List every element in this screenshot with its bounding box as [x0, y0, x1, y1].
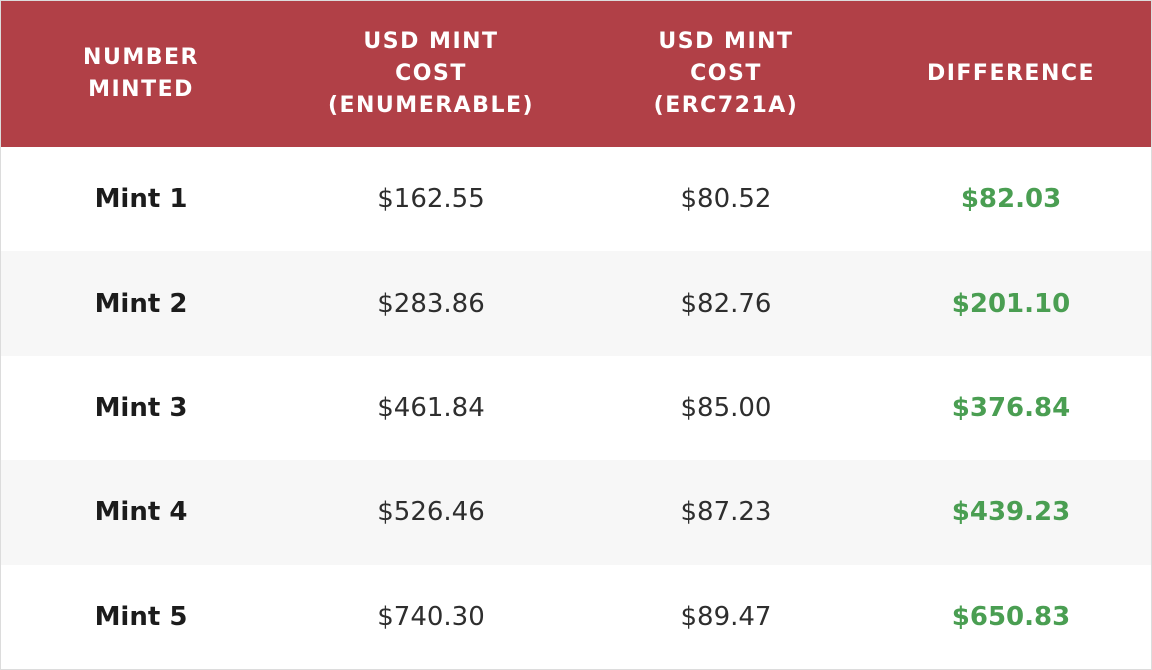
header-line: DIFFERENCE: [926, 61, 1096, 86]
header-line: COST: [690, 61, 762, 86]
row-label: Mint 1: [94, 184, 188, 215]
header-line: COST: [395, 61, 467, 86]
cell-enumerable-cost: $162.55: [377, 184, 485, 215]
cell-enumerable-cost: $283.86: [377, 288, 485, 319]
row-label: Mint 5: [94, 601, 188, 632]
cell-difference: $82.03: [960, 184, 1062, 215]
header-line: USD MINT: [658, 29, 794, 54]
cell-enumerable-cost: $526.46: [377, 497, 485, 528]
cell-difference: $439.23: [951, 497, 1071, 528]
cell-erc721a-cost: $80.52: [680, 184, 772, 215]
header-usd-mint-cost-enumerable: USD MINT COST (ENUMERABLE): [281, 1, 581, 147]
table-row: Mint 5 $740.30 $89.47 $650.83: [1, 565, 1151, 669]
cell-erc721a-cost: $85.00: [680, 392, 772, 423]
cell-difference: $376.84: [951, 392, 1071, 423]
row-label: Mint 4: [94, 497, 188, 528]
cell-difference: $201.10: [951, 288, 1071, 319]
cell-erc721a-cost: $82.76: [680, 288, 772, 319]
row-label: Mint 2: [94, 288, 188, 319]
header-line: NUMBER: [83, 45, 199, 70]
cell-enumerable-cost: $461.84: [377, 392, 485, 423]
cell-erc721a-cost: $87.23: [680, 497, 772, 528]
table-row: Mint 2 $283.86 $82.76 $201.10: [1, 251, 1151, 356]
header-line: (ENUMERABLE): [327, 93, 535, 118]
header-usd-mint-cost-erc721a: USD MINT COST (ERC721A): [581, 1, 871, 147]
cell-difference: $650.83: [951, 601, 1071, 632]
header-row: NUMBER MINTED USD MINT COST (ENUMERABLE)…: [1, 1, 1151, 147]
header-difference: DIFFERENCE: [871, 1, 1151, 147]
header-line: (ERC721A): [653, 93, 799, 118]
table-row: Mint 1 $162.55 $80.52 $82.03: [1, 147, 1151, 251]
table-header: NUMBER MINTED USD MINT COST (ENUMERABLE)…: [1, 1, 1151, 147]
row-label: Mint 3: [94, 392, 188, 423]
cell-erc721a-cost: $89.47: [680, 601, 772, 632]
header-line: USD MINT: [363, 29, 499, 54]
header-line: MINTED: [88, 77, 194, 102]
table-row: Mint 3 $461.84 $85.00 $376.84: [1, 356, 1151, 460]
header-number-minted: NUMBER MINTED: [1, 1, 281, 147]
table-row: Mint 4 $526.46 $87.23 $439.23: [1, 460, 1151, 565]
cell-enumerable-cost: $740.30: [377, 601, 485, 632]
table-body: Mint 1 $162.55 $80.52 $82.03 Mint 2 $283…: [1, 147, 1151, 669]
